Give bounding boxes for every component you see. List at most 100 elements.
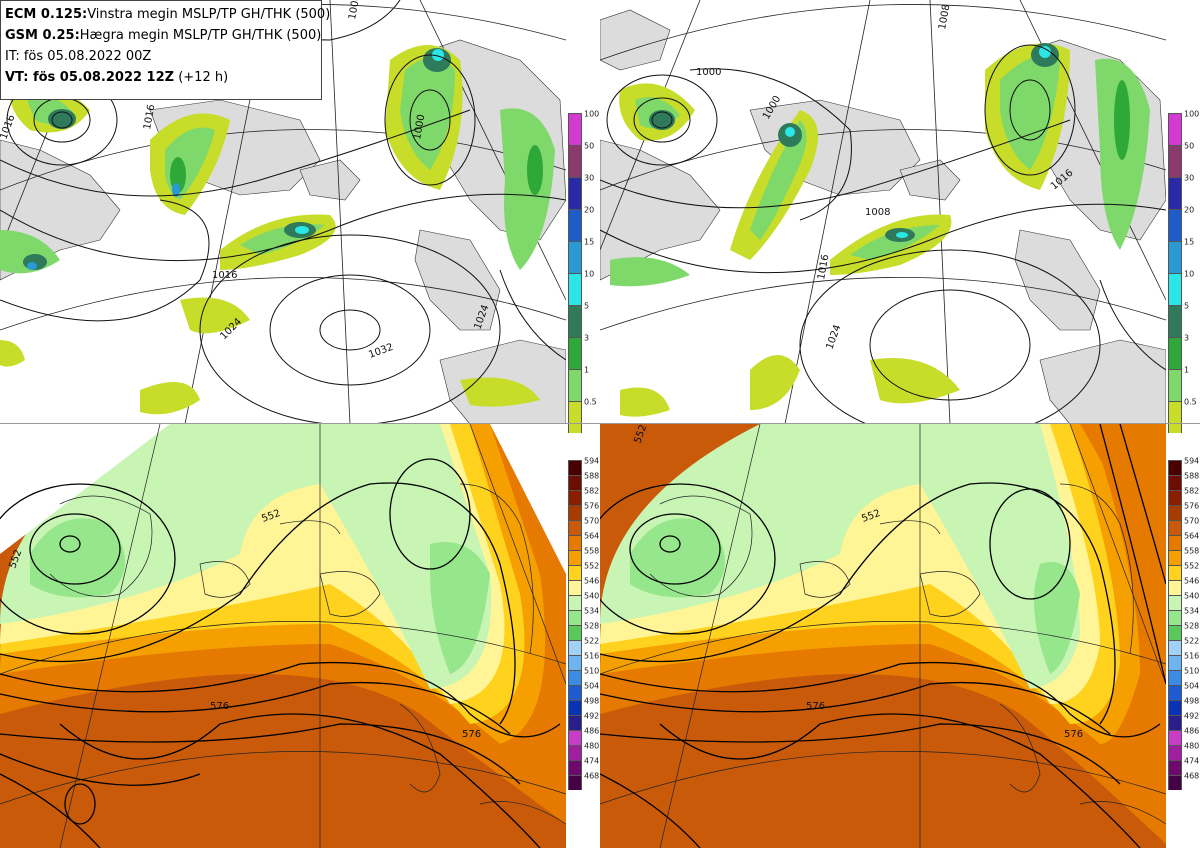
colorbar-label: 468 [1184, 771, 1200, 781]
isobar-label: 1000 [412, 114, 427, 141]
gh-label: 576 [806, 701, 825, 712]
colorbar-label: 534 [584, 606, 600, 616]
colorbar-swatch [568, 550, 582, 565]
colorbar-label: 15 [1184, 237, 1195, 247]
colorbar-swatch [568, 760, 582, 775]
isobar-label: 1000 [696, 67, 721, 78]
colorbar-label: 492 [1184, 711, 1200, 721]
gsm-gh-thk-map: 552 552 576 576 [600, 424, 1166, 848]
colorbar-label: 528 [584, 621, 600, 631]
colorbar-swatch [568, 565, 582, 580]
colorbar-label: 528 [1184, 621, 1200, 631]
colorbar-swatch [568, 595, 582, 610]
colorbar-label: 582 [584, 486, 600, 496]
colorbar-swatch [1168, 760, 1182, 775]
gsm-model-line: GSM 0.25:Hægra megin MSLP/TP GH/THK (500… [5, 25, 321, 46]
colorbar-swatch [568, 241, 582, 273]
colorbar-swatch [1168, 535, 1182, 550]
colorbar-label: 100 [1184, 109, 1200, 119]
forecast-info-box: ECM 0.125:Vinstra megin MSLP/TP GH/THK (… [0, 0, 330, 100]
colorbar-swatch [1168, 505, 1182, 520]
colorbar-label: 564 [584, 531, 600, 541]
colorbar-label: 558 [584, 546, 600, 556]
colorbar-label: 0.5 [584, 397, 597, 407]
colorbar-label: 540 [1184, 591, 1200, 601]
gh-label: 576 [1064, 729, 1083, 740]
colorbar-label: 486 [1184, 726, 1200, 736]
precip-areas [610, 43, 1150, 417]
initial-time: IT: fös 05.08.2022 00Z [5, 49, 152, 64]
colorbar-swatch [1168, 241, 1182, 273]
colorbar-swatch [1168, 700, 1182, 715]
gsm-mslp-precip-svg: 1008 1000 1000 1008 1016 1024 1016 [600, 0, 1166, 424]
gh-band-540 [600, 424, 1080, 689]
colorbar-swatch [1168, 610, 1182, 625]
colorbar-swatch [1168, 685, 1182, 700]
colorbar-label: 594 [584, 456, 600, 466]
colorbar-label: 1 [1184, 365, 1190, 375]
colorbar-label: 100 [584, 109, 600, 119]
isobar-label: 1008 [937, 4, 952, 31]
colorbar-swatch [568, 505, 582, 520]
colorbar-swatch [1168, 640, 1182, 655]
colorbar-label: 480 [1184, 741, 1200, 751]
colorbar-swatch [568, 520, 582, 535]
colorbar-label: 504 [584, 681, 600, 691]
colorbar-swatch [568, 655, 582, 670]
colorbar-label: 10 [584, 269, 595, 279]
colorbar-label: 10 [1184, 269, 1195, 279]
colorbar-swatch [568, 177, 582, 209]
colorbar-swatch [1168, 745, 1182, 760]
colorbar-label: 468 [584, 771, 600, 781]
colorbar-swatch [568, 401, 582, 433]
colorbar-swatch [568, 273, 582, 305]
colorbar-label: 30 [584, 173, 595, 183]
precip-swatches: 100 50 30 20 15 10 5 3 1 0.5 [568, 110, 599, 433]
gsm-model-description: Hægra megin MSLP/TP GH/THK (500) [79, 28, 322, 43]
colorbar-label: 582 [1184, 486, 1200, 496]
isobar-label: 1008 [865, 207, 890, 218]
isobar-label: 1016 [212, 270, 237, 281]
colorbar-swatch [568, 113, 582, 145]
colorbar-swatch [1168, 625, 1182, 640]
gh-band-564 [1080, 424, 1166, 624]
colorbar-swatch [568, 640, 582, 655]
colorbar-label: 20 [1184, 205, 1195, 215]
colorbar-label: 20 [584, 205, 595, 215]
colorbar-swatch [1168, 475, 1182, 490]
ecm-gh-thk-svg: 552 552 576 576 [0, 424, 566, 848]
ecm-gh-thk-map: 552 552 576 576 [0, 424, 566, 848]
colorbar-swatch [568, 490, 582, 505]
colorbar-swatch [568, 610, 582, 625]
isobar-label: 1024 [824, 323, 843, 351]
colorbar-label: 474 [584, 756, 600, 766]
coastlines [649, 483, 1166, 825]
precip-swatches: 100 50 30 20 15 10 5 3 1 0.5 [1168, 110, 1199, 433]
colorbar-label: 576 [584, 501, 600, 511]
colorbar-swatch [568, 460, 582, 475]
ecm-model-name: ECM 0.125: [5, 7, 88, 22]
colorbar-label: 498 [1184, 696, 1200, 706]
colorbar-label: 558 [1184, 546, 1200, 556]
colorbar-swatch [568, 580, 582, 595]
gh-contours [600, 424, 1166, 848]
colorbar-swatch [1168, 715, 1182, 730]
colorbar-swatch [568, 337, 582, 369]
isobar-label: 1016 [142, 104, 157, 131]
valid-time: VT: fös 05.08.2022 12Z [5, 70, 175, 85]
colorbar-swatch [1168, 565, 1182, 580]
colorbar-label: 516 [584, 651, 600, 661]
gsm-gh-thk-svg: 552 552 576 576 [600, 424, 1166, 848]
colorbar-label: 50 [1184, 141, 1195, 151]
ecm-model-description: Vinstra megin MSLP/TP GH/THK (500) [87, 7, 331, 22]
colorbar-swatch [1168, 655, 1182, 670]
panel-divider [0, 423, 1200, 424]
colorbar-swatch [568, 685, 582, 700]
colorbar-label: 516 [1184, 651, 1200, 661]
colorbar-label: 30 [1184, 173, 1195, 183]
graticule [600, 424, 1166, 848]
colorbar-label: 552 [1184, 561, 1200, 571]
colorbar-swatch [568, 625, 582, 640]
colorbar-label: 588 [1184, 471, 1200, 481]
colorbar-swatch [1168, 670, 1182, 685]
